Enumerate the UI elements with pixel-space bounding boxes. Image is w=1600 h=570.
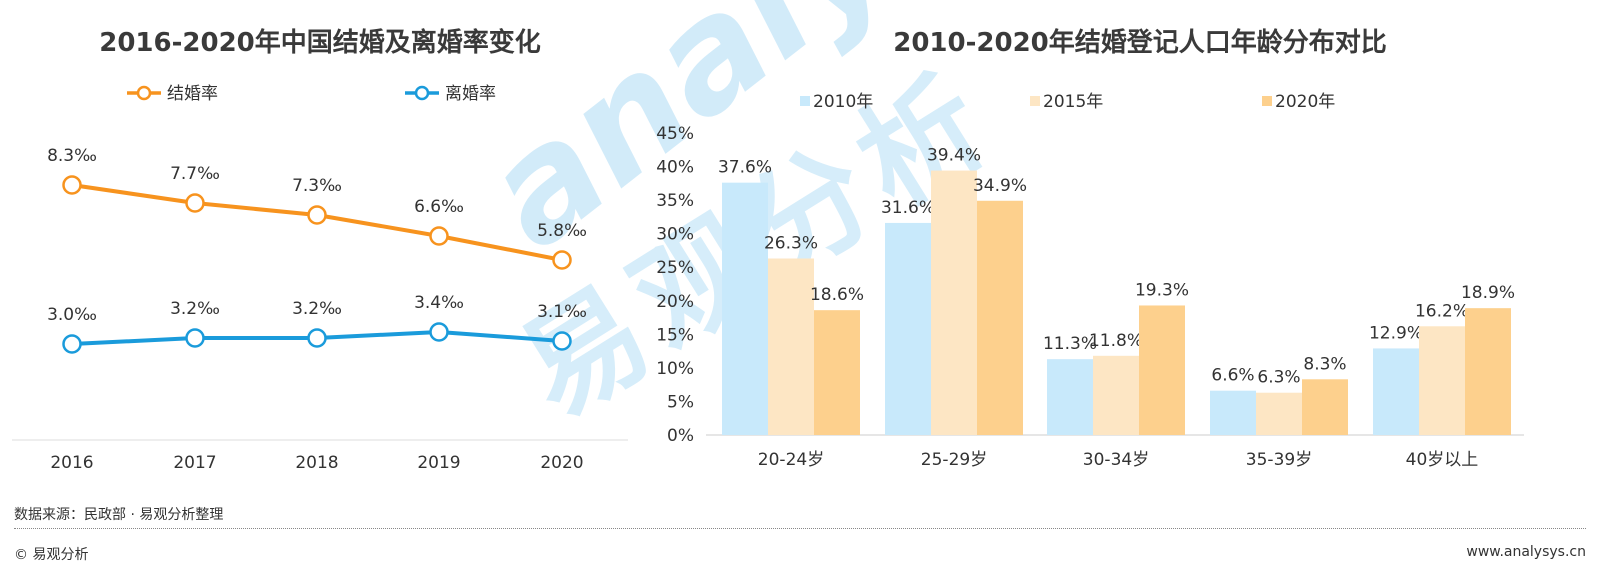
data-point [307,328,327,348]
y-tick-label: 30% [656,225,694,245]
x-tick-label: 2019 [417,453,460,473]
data-label: 3.4‰ [414,293,464,313]
y-tick-label: 35% [656,191,694,211]
data-source-note: 数据来源：民政部 · 易观分析整理 [14,507,224,523]
bar-value-label: 11.8% [1089,331,1143,351]
x-category-label: 25-29岁 [921,450,987,470]
bar [931,170,977,436]
bar-value-label: 12.9% [1369,323,1423,343]
legend-label: 结婚率 [167,84,218,104]
data-label: 7.7‰ [170,164,220,184]
x-tick-label: 2018 [295,453,338,473]
data-label: 6.6‰ [414,197,464,217]
line-chart: 2016 2017 2018 2019 2020 结婚率 8.3‰ 7.7‰ 7.3‰ 6.6‰ 5… [12,84,628,473]
bar-value-label: 6.6% [1211,366,1254,386]
bar [1210,390,1256,435]
bar-value-label: 37.6% [718,158,772,178]
x-tick-label: 2020 [540,453,583,473]
y-tick-label: 15% [656,325,694,345]
x-category-label: 30-34岁 [1083,450,1149,470]
x-category-label: 35-39岁 [1246,450,1312,470]
legend-label: 2020年 [1275,92,1335,112]
y-tick-label: 25% [656,258,694,278]
y-tick-label: 10% [656,359,694,379]
bar [1047,359,1093,435]
bar-value-label: 6.3% [1257,368,1300,388]
y-tick-label: 5% [667,392,694,412]
bar-value-label: 19.3% [1135,280,1189,300]
bar [768,258,814,435]
legend-swatch [800,96,810,106]
data-point [62,175,82,195]
data-label: 3.0‰ [47,305,97,325]
y-tick-label: 20% [656,292,694,312]
bar-value-label: 11.3% [1043,334,1097,354]
data-point [552,250,572,270]
bar-value-label: 26.3% [764,233,818,253]
bar-chart: 0% 5% 10% 15% 20% 25% 30% 35% 40% 45% 2010年 2015年 20… [656,92,1524,470]
legend-label: 离婚率 [445,84,496,104]
bar-value-label: 16.2% [1415,301,1469,321]
bar [1465,308,1511,435]
bar [722,182,768,435]
bar-chart-title: 2010-2020年结婚登记人口年龄分布对比 [893,28,1387,58]
x-tick-label: 2016 [50,453,93,473]
bar [1256,392,1302,435]
bar [1419,326,1465,435]
data-point [307,205,327,225]
line-chart-title: 2016-2020年中国结婚及离婚率变化 [99,28,541,58]
legend-swatch-marker [414,85,430,101]
legend-label: 2015年 [1043,92,1103,112]
bar [1373,348,1419,435]
legend-label: 2010年 [813,92,873,112]
bar [1139,305,1185,435]
bar [814,310,860,435]
bar-value-label: 34.9% [973,176,1027,196]
legend-swatch [1030,96,1040,106]
bar [977,200,1023,435]
x-tick-label: 2017 [173,453,216,473]
data-label: 3.2‰ [292,299,342,319]
website-link[interactable]: www.analysys.cn [1466,544,1586,560]
x-category-label: 40岁以上 [1406,450,1479,470]
y-tick-label: 0% [667,426,694,446]
data-label: 8.3‰ [47,146,97,166]
bar-value-label: 39.4% [927,146,981,166]
y-tick-label: 40% [656,158,694,178]
data-label: 3.2‰ [170,299,220,319]
data-point [429,226,449,246]
legend-swatch-marker [136,85,152,101]
legend-swatch [1262,96,1272,106]
data-point [185,193,205,213]
data-point [552,331,572,351]
data-point [185,328,205,348]
bar-value-label: 18.6% [810,285,864,305]
bar-value-label: 18.9% [1461,283,1515,303]
bar-value-label: 31.6% [881,198,935,218]
data-point [62,334,82,354]
bar-value-label: 8.3% [1303,354,1346,374]
bar [885,222,931,435]
data-label: 5.8‰ [537,221,587,241]
data-label: 3.1‰ [537,302,587,322]
footer-divider [14,528,1586,529]
copyright-text: © 易观分析 [14,547,89,563]
y-tick-label: 45% [656,124,694,144]
data-point [429,322,449,342]
x-category-label: 20-24岁 [758,450,824,470]
bar [1093,355,1139,435]
data-label: 7.3‰ [292,176,342,196]
bar [1302,379,1348,435]
